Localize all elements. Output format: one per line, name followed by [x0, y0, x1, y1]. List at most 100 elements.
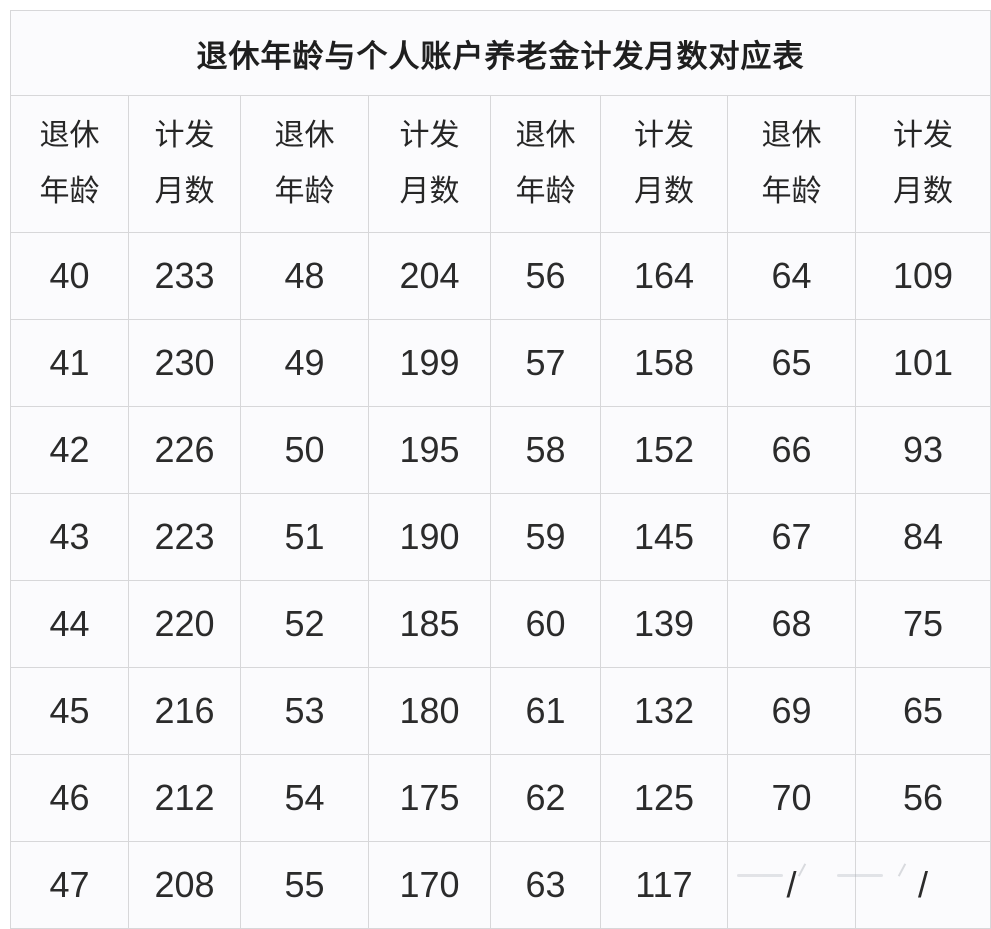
table-cell: 226	[128, 406, 241, 494]
table-cell: 56	[490, 232, 601, 320]
table-cell: 93	[855, 406, 991, 494]
table-cell: 45	[10, 667, 129, 755]
table-cell: 180	[368, 667, 491, 755]
column-header: 计发 月数	[600, 95, 728, 233]
column-header: 计发 月数	[128, 95, 241, 233]
table-cell: /	[727, 841, 856, 929]
table-cell: 48	[240, 232, 369, 320]
column-header-line: 计发	[634, 119, 694, 152]
table-cell: 58	[490, 406, 601, 494]
table-cell: 199	[368, 319, 491, 407]
table-cell: 175	[368, 754, 491, 842]
table-cell: 61	[490, 667, 601, 755]
table-cell: 233	[128, 232, 241, 320]
column-header-line: 年龄	[515, 175, 576, 208]
table-row: 43 223 51 190 59 145 67 84	[10, 493, 991, 581]
table-cell: 65	[727, 319, 856, 407]
table-cell: 185	[368, 580, 491, 668]
column-header-line: 月数	[154, 175, 215, 208]
column-header-line: 月数	[634, 175, 694, 208]
column-header-line: 计发	[399, 119, 460, 152]
table-cell: /	[855, 841, 991, 929]
table-cell: 109	[855, 232, 991, 320]
table-row: 44 220 52 185 60 139 68 75	[10, 580, 991, 668]
column-header: 退休 年龄	[490, 95, 601, 233]
table-cell: 145	[600, 493, 728, 581]
column-header: 退休 年龄	[240, 95, 369, 233]
table-cell: 63	[490, 841, 601, 929]
table-cell: 65	[855, 667, 991, 755]
table-cell: 41	[10, 319, 129, 407]
table-cell: 158	[600, 319, 728, 407]
column-header-line: 月数	[399, 175, 460, 208]
table-row: 46 212 54 175 62 125 70 56	[10, 754, 991, 842]
column-header: 退休 年龄	[10, 95, 129, 233]
table-cell: 56	[855, 754, 991, 842]
table-cell: 40	[10, 232, 129, 320]
table-cell: 70	[727, 754, 856, 842]
header-row: 退休 年龄 计发 月数 退休 年龄 计发 月数 退休 年龄 计发 月数 退休 年龄 计发 月数	[10, 95, 991, 233]
column-header: 计发 月数	[368, 95, 491, 233]
column-header-line: 计发	[893, 119, 953, 152]
column-header-line: 年龄	[274, 175, 335, 208]
table-cell: 47	[10, 841, 129, 929]
table-cell: 216	[128, 667, 241, 755]
table-cell: 75	[855, 580, 991, 668]
table-cell: 67	[727, 493, 856, 581]
column-header-line: 年龄	[39, 175, 100, 208]
table-cell: 57	[490, 319, 601, 407]
table-cell: 101	[855, 319, 991, 407]
column-header-line: 年龄	[761, 175, 822, 208]
table-cell: 50	[240, 406, 369, 494]
pension-months-table: 退休年龄与个人账户养老金计发月数对应表 退休 年龄 计发 月数 退休 年龄 计发 月数 退休 年龄…	[10, 10, 991, 929]
table-cell: 195	[368, 406, 491, 494]
table-cell: 117	[600, 841, 728, 929]
table-cell: 164	[600, 232, 728, 320]
title-row: 退休年龄与个人账户养老金计发月数对应表	[10, 10, 991, 96]
table-cell: 52	[240, 580, 369, 668]
table-cell: 204	[368, 232, 491, 320]
table-row: 45 216 53 180 61 132 69 65	[10, 667, 991, 755]
table-cell: 69	[727, 667, 856, 755]
table-cell: 125	[600, 754, 728, 842]
table-cell: 53	[240, 667, 369, 755]
table-cell: 60	[490, 580, 601, 668]
table-cell: 44	[10, 580, 129, 668]
column-header-line: 计发	[154, 119, 215, 152]
table-cell: 49	[240, 319, 369, 407]
table-cell: 66	[727, 406, 856, 494]
column-header-line: 月数	[893, 175, 953, 208]
table-cell: 68	[727, 580, 856, 668]
table-row: 41 230 49 199 57 158 65 101	[10, 319, 991, 407]
table-cell: 220	[128, 580, 241, 668]
table-cell: 54	[240, 754, 369, 842]
table-cell: 139	[600, 580, 728, 668]
table-cell: 190	[368, 493, 491, 581]
table-row: 47 208 55 170 63 117//	[10, 841, 991, 929]
pension-table-sheet: 退休年龄与个人账户养老金计发月数对应表 退休 年龄 计发 月数 退休 年龄 计发 月数 退休 年龄…	[10, 10, 991, 929]
table-cell: 59	[490, 493, 601, 581]
table-cell: 212	[128, 754, 241, 842]
table-cell: 208	[128, 841, 241, 929]
table-cell: 46	[10, 754, 129, 842]
table-cell: 230	[128, 319, 241, 407]
column-header-line: 退休	[515, 119, 576, 152]
table-cell: 152	[600, 406, 728, 494]
table-cell: 55	[240, 841, 369, 929]
table-row: 40 233 48 204 56 164 64 109	[10, 232, 991, 320]
table-cell: 223	[128, 493, 241, 581]
column-header: 计发 月数	[855, 95, 991, 233]
table-row: 42 226 50 195 58 152 66 93	[10, 406, 991, 494]
table-cell: 62	[490, 754, 601, 842]
column-header-line: 退休	[39, 119, 100, 152]
table-cell: 64	[727, 232, 856, 320]
table-cell: 51	[240, 493, 369, 581]
column-header: 退休 年龄	[727, 95, 856, 233]
column-header-line: 退休	[274, 119, 335, 152]
table-cell: 43	[10, 493, 129, 581]
table-cell: 84	[855, 493, 991, 581]
table-cell: 42	[10, 406, 129, 494]
column-header-line: 退休	[761, 119, 822, 152]
table-title: 退休年龄与个人账户养老金计发月数对应表	[10, 10, 991, 96]
table-cell: 132	[600, 667, 728, 755]
